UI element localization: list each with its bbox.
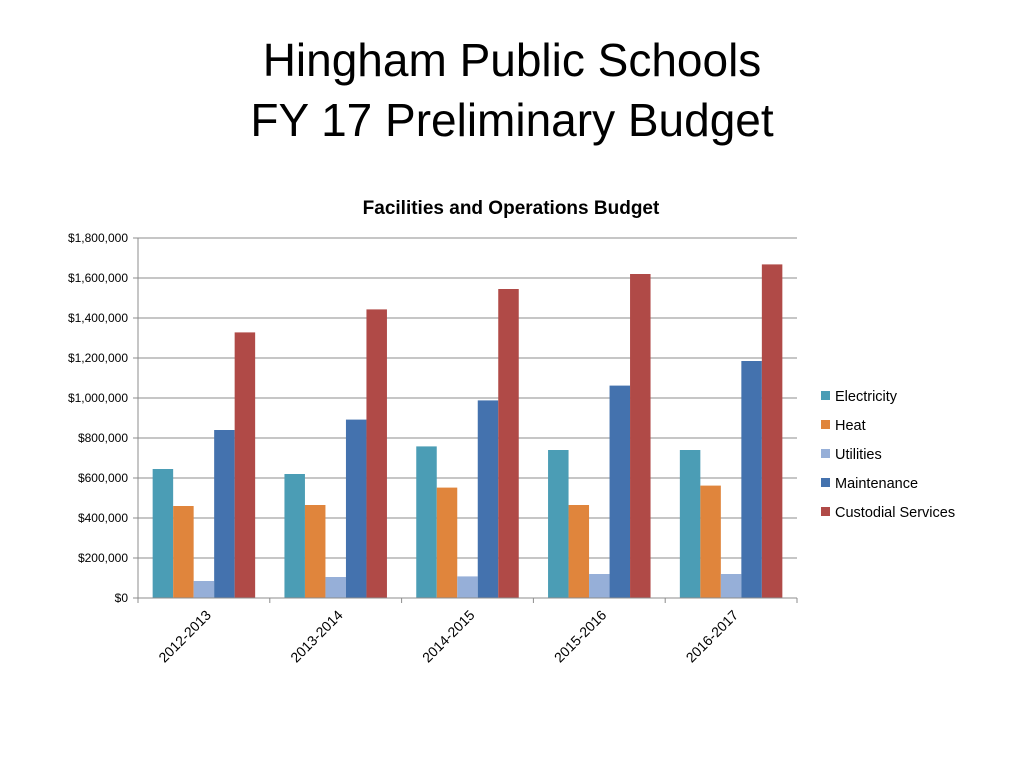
legend-swatch [821, 391, 830, 400]
y-tick-label: $1,600,000 [68, 271, 128, 285]
bar [609, 385, 631, 598]
bar [477, 400, 499, 598]
y-tick-label: $1,000,000 [68, 391, 128, 405]
y-tick-label: $0 [115, 591, 129, 605]
x-tick-label: 2013-2014 [287, 607, 346, 666]
x-tick-label: 2014-2015 [419, 607, 478, 666]
legend-label: Heat [835, 418, 866, 434]
y-tick-label: $600,000 [78, 471, 128, 485]
bar [679, 450, 701, 598]
bar [416, 446, 437, 598]
bar [568, 505, 590, 598]
x-tick-label: 2012-2013 [155, 607, 214, 666]
bar [720, 574, 742, 598]
legend-label: Maintenance [835, 476, 918, 492]
bar [152, 469, 174, 598]
legend-swatch [821, 420, 830, 429]
bar [498, 289, 519, 598]
bar [741, 361, 762, 598]
bar [366, 309, 387, 598]
bar [345, 419, 367, 598]
legend-swatch [821, 507, 830, 516]
y-tick-label: $1,400,000 [68, 311, 128, 325]
slide-title-line2: FY 17 Preliminary Budget [250, 94, 774, 146]
legend: Electricity Heat Utilities Maintenance Custo… [821, 389, 955, 521]
y-tick-label: $1,800,000 [68, 231, 128, 245]
x-tick-label: 2016-2017 [683, 607, 742, 666]
bar [436, 487, 458, 598]
legend-swatch [821, 478, 830, 487]
y-tick-label: $800,000 [78, 431, 128, 445]
bar [700, 485, 721, 598]
legend-label: Custodial Services [835, 505, 955, 521]
y-tick-label: $400,000 [78, 511, 128, 525]
bar [325, 577, 346, 598]
slide-title: Hingham Public Schools FY 17 Preliminary… [0, 30, 1024, 150]
chart-title: Facilities and Operations Budget [363, 198, 660, 219]
bar [630, 274, 651, 598]
bar [761, 264, 783, 598]
bar [173, 506, 194, 598]
bar [457, 576, 478, 598]
bar [284, 474, 305, 598]
legend-label: Utilities [835, 447, 882, 463]
bars [152, 264, 783, 598]
y-tick-label: $1,200,000 [68, 351, 128, 365]
bar [589, 574, 610, 598]
bar [304, 505, 326, 598]
x-tick-label: 2015-2016 [551, 607, 610, 666]
legend-label: Electricity [835, 389, 898, 405]
legend-swatch [821, 449, 830, 458]
slide-title-line1: Hingham Public Schools [262, 34, 762, 86]
bar [234, 332, 256, 598]
y-tick-label: $200,000 [78, 551, 128, 565]
bar [548, 450, 569, 598]
bar [214, 430, 235, 598]
bar [193, 581, 215, 598]
